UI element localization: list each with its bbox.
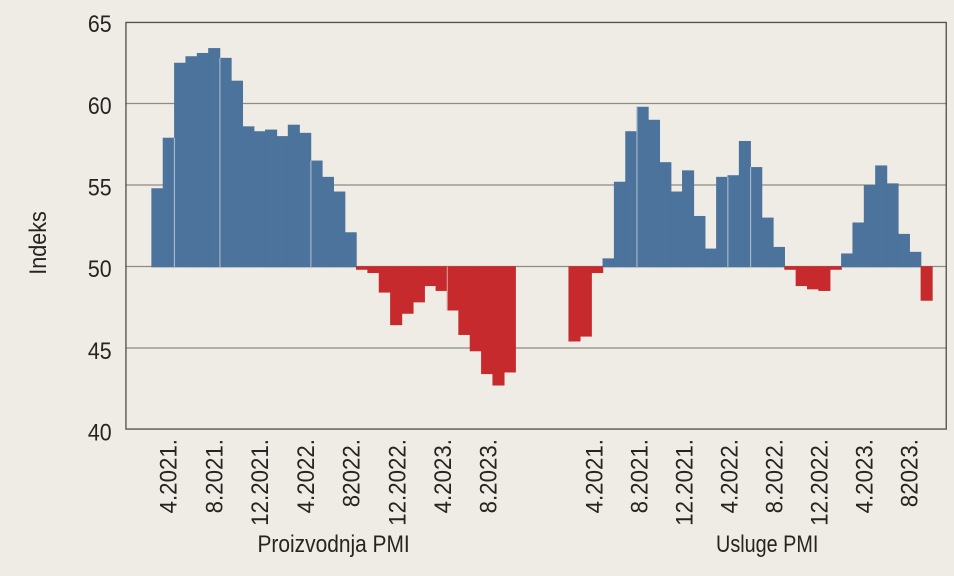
svg-text:Indeks: Indeks	[24, 211, 51, 275]
svg-text:4.2022.: 4.2022.	[292, 439, 319, 513]
svg-text:12.2021.: 12.2021.	[671, 439, 698, 526]
svg-text:8.2021.: 8.2021.	[626, 439, 653, 513]
svg-text:40: 40	[88, 418, 112, 445]
svg-text:Proizvodnja PMI: Proizvodnja PMI	[257, 530, 409, 557]
svg-text:Usluge PMI: Usluge PMI	[716, 530, 818, 557]
svg-text:12.2021.: 12.2021.	[246, 439, 273, 526]
svg-text:60: 60	[88, 92, 112, 119]
svg-text:4.2023.: 4.2023.	[429, 439, 456, 513]
svg-text:4.2022.: 4.2022.	[716, 439, 743, 513]
svg-text:82023.: 82023.	[896, 439, 923, 507]
svg-text:4.2023.: 4.2023.	[851, 439, 878, 513]
svg-text:8.2022.: 8.2022.	[761, 439, 788, 513]
svg-text:82022.: 82022.	[338, 439, 365, 507]
svg-text:4.2021.: 4.2021.	[155, 439, 182, 513]
svg-text:12.2022.: 12.2022.	[384, 439, 411, 526]
svg-text:12.2022.: 12.2022.	[806, 439, 833, 526]
svg-text:8.2023.: 8.2023.	[475, 439, 502, 513]
svg-text:65: 65	[88, 10, 112, 37]
svg-text:55: 55	[88, 173, 112, 200]
svg-text:45: 45	[88, 337, 112, 364]
svg-text:50: 50	[88, 255, 112, 282]
svg-text:8.2021.: 8.2021.	[201, 439, 228, 513]
svg-text:4.2021.: 4.2021.	[581, 439, 608, 513]
